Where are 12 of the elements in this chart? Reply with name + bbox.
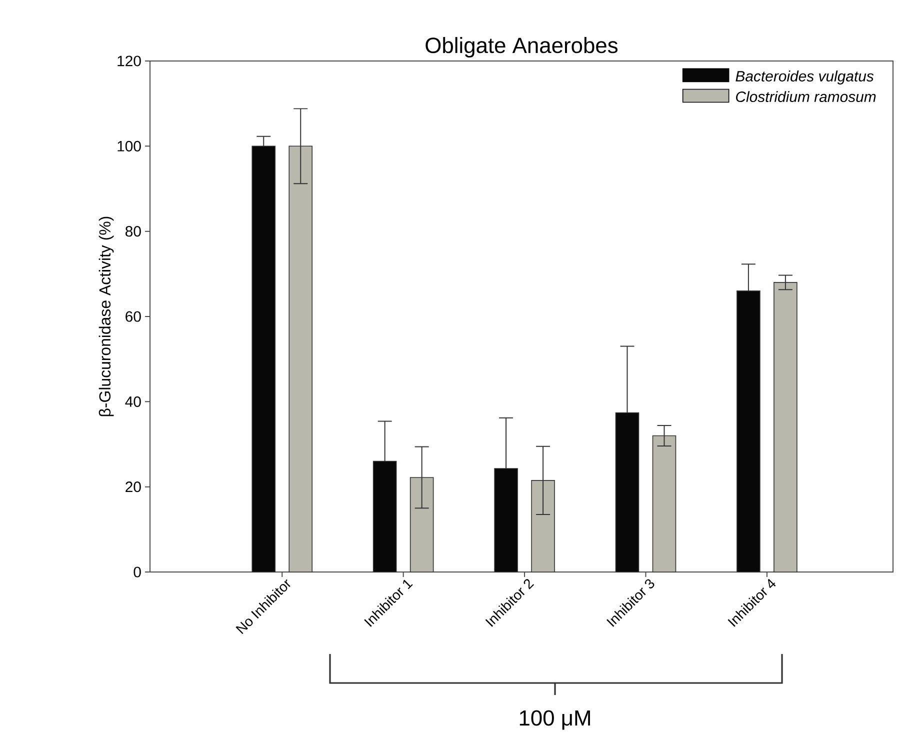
- text: 100 μM: [520, 710, 590, 730]
- y-tick-label: 40: [125, 396, 141, 407]
- y-tick-label: 20: [126, 482, 141, 492]
- legend-label: Clostridium ramosum: [736, 91, 876, 102]
- y-tick-label: 120: [118, 56, 141, 66]
- y-axis-title: β-Glucuronidase Activity (%): [98, 216, 114, 416]
- y-tick-label: 0: [134, 566, 141, 578]
- y-tick-label: 60: [126, 311, 141, 322]
- chart-title: Obligate Anaerobes: [426, 37, 618, 58]
- y-tick-label: 100: [118, 140, 141, 152]
- legend-label: Bacteroides vulgatus: [736, 70, 874, 84]
- y-tick-label: 80: [126, 226, 141, 237]
